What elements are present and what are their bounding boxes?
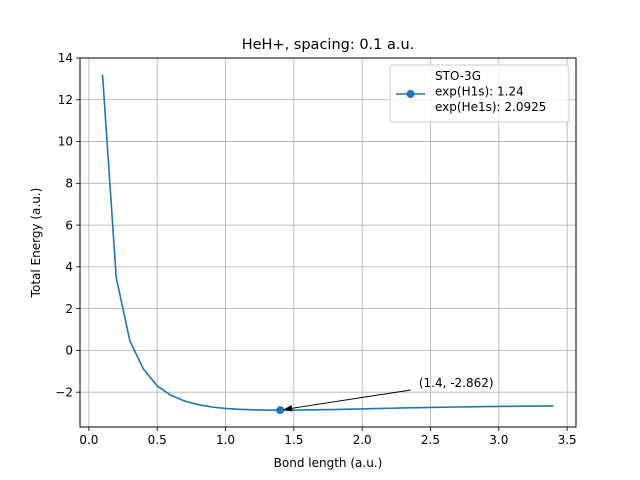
y-tick-label: 14 — [58, 51, 73, 65]
series-layer — [101, 74, 554, 415]
ticks: 0.0 0.5 1.0 1.5 2.0 2.5 3.0 3.5 −2 0 2 4 6 8 10 12 14 — [55, 51, 576, 447]
legend-entry-he1s: exp(He1s): 2.0925 — [435, 100, 546, 114]
y-tick-label: 4 — [65, 260, 73, 274]
y-tick-label: 6 — [65, 218, 73, 232]
x-tick-label: 0.5 — [148, 433, 167, 447]
legend-marker-swatch — [406, 90, 415, 98]
annotation-arrow-shaft — [283, 389, 411, 411]
y-tick-label: −2 — [55, 385, 73, 399]
legend-box — [389, 64, 570, 123]
y-axis-label: Total Energy (a.u.) — [29, 188, 43, 299]
x-tick-label: 3.0 — [489, 433, 508, 447]
y-tick-label: 8 — [65, 177, 73, 191]
x-tick-label: 2.0 — [353, 433, 372, 447]
annotation-label: (1.4, -2.862) — [419, 376, 494, 390]
x-tick-label: 1.0 — [216, 433, 235, 447]
axes-frame — [79, 57, 577, 428]
x-tick-label: 2.5 — [421, 433, 440, 447]
y-tick-label: 0 — [65, 344, 73, 358]
x-tick-label: 3.5 — [558, 433, 577, 447]
y-tick-label: 10 — [58, 135, 73, 149]
x-tick-label: 1.5 — [284, 433, 303, 447]
x-axis-label: Bond length (a.u.) — [274, 456, 383, 470]
chart-title: HeH+, spacing: 0.1 a.u. — [242, 37, 415, 53]
legend-entry-name: STO-3G — [435, 69, 481, 83]
annotation-arrow-head — [283, 405, 293, 412]
y-tick-label: 12 — [58, 93, 73, 107]
legend: STO-3G exp(H1s): 1.24 exp(He1s): 2.0925 — [389, 64, 570, 123]
series-line-sto-3g — [101, 74, 554, 411]
minimum-marker — [276, 406, 285, 415]
x-tick-label: 0.0 — [79, 433, 98, 447]
legend-entry-h1s: exp(H1s): 1.24 — [435, 85, 524, 99]
annotation-layer: (1.4, -2.862) — [283, 376, 494, 412]
y-tick-label: 2 — [65, 302, 73, 316]
